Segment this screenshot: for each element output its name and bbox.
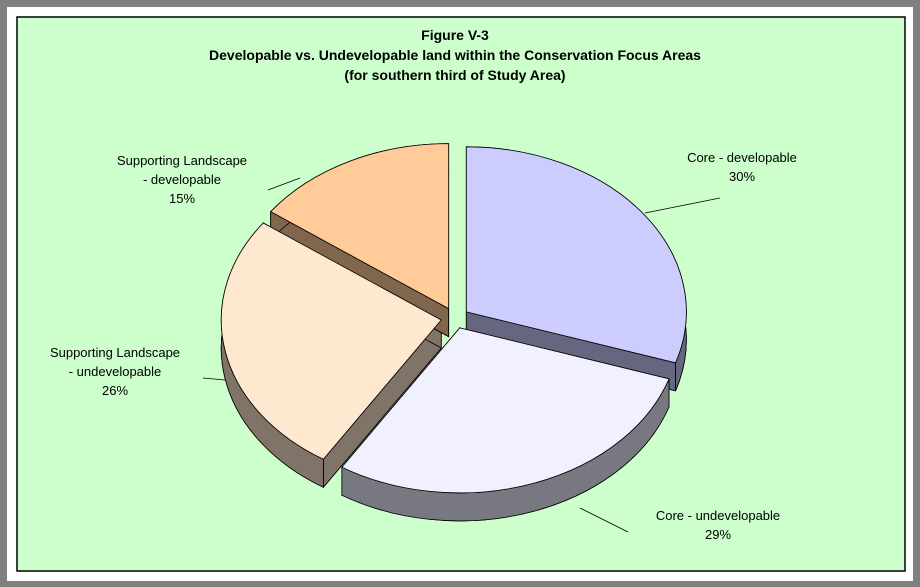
chart-title: Figure V-3 (421, 27, 489, 43)
chart-title: (for southern third of Study Area) (344, 67, 565, 83)
leader-line (644, 197, 721, 214)
leader-line (267, 177, 301, 191)
slice (341, 327, 670, 494)
category-label: Core - developable (687, 150, 797, 165)
value-label: 30% (729, 169, 755, 184)
slice (270, 143, 450, 310)
slice (465, 146, 687, 364)
category-label: Core - undevelopable (656, 508, 780, 523)
leader-line (202, 377, 226, 381)
chart-title: Developable vs. Undevelopable land withi… (209, 47, 701, 63)
leader-line (579, 507, 629, 533)
value-label: 29% (705, 527, 731, 542)
slice (220, 222, 442, 460)
category-label: Supporting Landscape - developable (117, 153, 247, 187)
value-label: 26% (102, 383, 128, 398)
value-label: 15% (169, 191, 195, 206)
category-label: Supporting Landscape - undevelopable (50, 345, 180, 379)
